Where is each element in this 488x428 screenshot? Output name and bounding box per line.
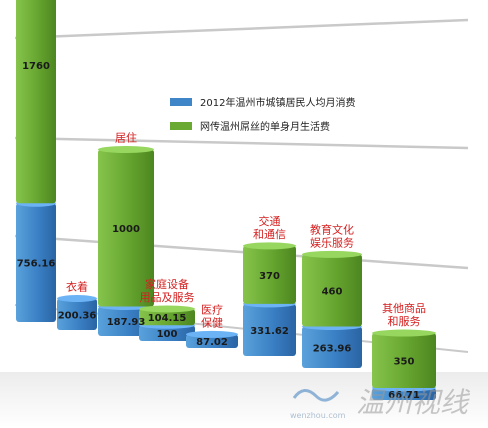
category-labels: 食品衣着居住家庭设备用品及服务医疗保健交通和通信教育文化娱乐服务其他商品和服务 (66, 130, 426, 329)
bar-green-5 (243, 245, 296, 304)
legend-label-1: 网传温州屌丝的单身月生活费 (200, 120, 330, 133)
value-label-blue-0: 756.16 (17, 259, 56, 270)
gridline (14, 18, 469, 40)
category-label-line: 教育文化 (310, 222, 354, 236)
category-label-line: 保健 (201, 315, 223, 329)
bar-green-7 (372, 333, 436, 388)
legend: 2012年温州市城镇居民人均月消费 网传温州屌丝的单身月生活费 (170, 96, 355, 133)
value-label-blue-5: 331.62 (250, 326, 289, 337)
value-label-green-3: 104.15 (148, 313, 187, 324)
category-label-line: 和服务 (388, 315, 421, 328)
bar-blue-4 (186, 334, 238, 348)
value-labels: 756.16 1760 200.36 187.93 1000 100 104.15 87.02… (17, 61, 420, 401)
bar-blue-1-top (57, 295, 97, 303)
category-label-line: 娱乐服务 (310, 235, 354, 249)
category-label-1: 衣着 (66, 280, 88, 294)
value-label-blue-2: 187.93 (107, 317, 146, 328)
bar-green-6-top (302, 250, 362, 258)
watermark-brand: 温州视线 (356, 386, 471, 419)
bar-blue-6 (302, 326, 362, 368)
bars (16, 0, 436, 400)
value-label-blue-1: 200.36 (58, 310, 97, 321)
bar-blue-4-top (186, 330, 238, 338)
bar-green-7-top (372, 329, 436, 337)
value-label-green-5: 370 (259, 271, 280, 282)
legend-swatch-blue (170, 98, 192, 106)
value-label-green-7: 350 (394, 357, 415, 368)
value-label-green-2: 1000 (112, 224, 140, 235)
category-label-line: 交通 (259, 214, 281, 228)
watermark: wenzhou.com 温州视线 (290, 386, 471, 420)
value-label-green-0: 1760 (22, 61, 50, 72)
bar-blue-1 (57, 298, 97, 330)
category-label-line: 和通信 (253, 228, 286, 241)
category-label-line: 用品及服务 (140, 291, 195, 304)
legend-label-0: 2012年温州市城镇居民人均月消费 (200, 96, 355, 109)
value-label-blue-4: 87.02 (196, 337, 228, 348)
bar-blue-3 (139, 325, 195, 341)
value-label-blue-7: 66.71 (388, 390, 420, 401)
bar-green-0 (16, 0, 56, 204)
bar-green-3-top (139, 305, 195, 313)
bar-green-5-top (243, 242, 296, 250)
watermark-url: wenzhou.com (290, 411, 346, 420)
bar-green-2 (98, 149, 154, 307)
category-label-line: 衣着 (66, 280, 88, 294)
value-label-blue-6: 263.96 (313, 343, 352, 354)
bar-blue-0 (16, 203, 56, 322)
gridline (14, 234, 469, 270)
gridline (14, 136, 469, 150)
bar-green-2-top (98, 145, 154, 153)
bar-green-3 (139, 308, 195, 326)
category-label-line: 家庭设备 (145, 277, 189, 291)
category-label-line: 居住 (115, 130, 137, 144)
category-label-line: 其他商品 (382, 301, 426, 315)
value-label-green-6: 460 (322, 286, 343, 297)
category-label-line: 医疗 (201, 302, 223, 316)
legend-swatch-green (170, 122, 192, 130)
category-label-2: 居住 (115, 130, 137, 144)
value-label-blue-3: 100 (157, 329, 178, 340)
bar-green-6 (302, 254, 362, 327)
watermark-logo-icon (292, 389, 340, 402)
bar-blue-5 (243, 303, 296, 356)
